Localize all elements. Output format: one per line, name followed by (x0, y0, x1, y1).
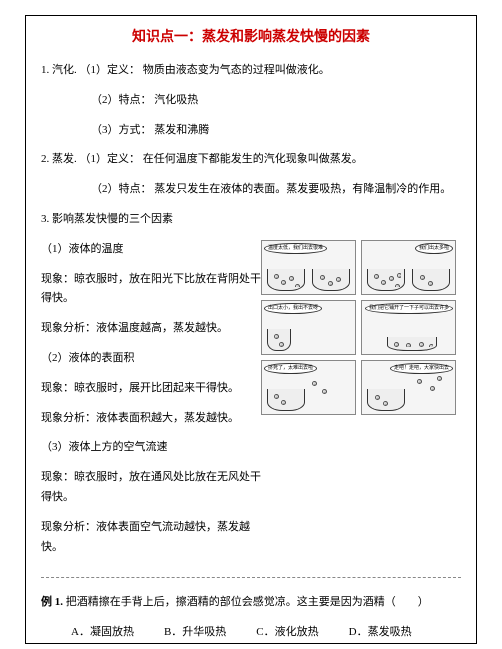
factor-2-label: （2）液体的表面积 (41, 349, 261, 369)
factor-1-label: （1）液体的温度 (41, 240, 261, 260)
speech-bubble: 我们出太多啦 (415, 243, 453, 255)
section-1-line-3: （3）方式： 蒸发和沸腾 (41, 121, 461, 141)
speech-bubble: 挤死了，太难出去啦 (264, 363, 317, 375)
s2-p2-text: 蒸发只发生在液体的表面。蒸发要吸热，有降温制冷的作用。 (154, 183, 451, 195)
section-3-heading: 3. 影响蒸发快慢的三个因素 (41, 210, 461, 230)
s1-heading: 1. 汽化. (41, 64, 77, 76)
s1-p3-text: 蒸发和沸腾 (154, 124, 209, 136)
basin-icon: ☺☺ (367, 389, 405, 411)
factor-2-analysis: 现象分析：液体表面积越大，蒸发越快。 (41, 409, 261, 429)
factor-3-analysis: 现象分析：液体表面空气流动越快，蒸发越快。 (41, 518, 261, 558)
s2-p2-label: （2）特点： (91, 183, 152, 195)
factor-3-label: （3）液体上方的空气流速 (41, 438, 261, 458)
section-2-line-2: （2）特点： 蒸发只发生在液体的表面。蒸发要吸热，有降温制冷的作用。 (41, 180, 461, 200)
divider-line (41, 577, 461, 578)
illustration-2b: 我们把它铺开了一下子可以出去许多 ☺☺ ☺☺ (361, 300, 456, 355)
s1-p3-label: （3）方式： (91, 124, 152, 136)
factor-3-example: 现象：晾衣服时，放在通风处比放在无风处干得快。 (41, 468, 261, 508)
speech-bubble: 温度太低，我们出去很难 (264, 243, 327, 255)
s2-heading: 2. 蒸发. (41, 153, 77, 165)
page-title: 知识点一：蒸发和影响蒸发快慢的因素 (41, 26, 461, 46)
basin-icon: ☺☺ ☺ (312, 269, 350, 291)
s1-p1-label: （1）定义： (80, 64, 141, 76)
s1-p2-label: （2）特点： (91, 94, 152, 106)
illustration-panel: 温度太低，我们出去很难 ☺☺ ☺☺ ☺☺ ☺ (261, 240, 461, 420)
section-1-line-1: 1. 汽化. （1）定义： 物质由液态变为气态的过程叫做液化。 (41, 61, 461, 81)
illustration-1a: 温度太低，我们出去很难 ☺☺ ☺☺ ☺☺ ☺ (261, 240, 356, 295)
s1-p1-text: 物质由液态变为气态的过程叫做液化。 (143, 64, 330, 76)
s1-p2-text: 汽化吸热 (154, 94, 198, 106)
s2-p1-label: （1）定义： (80, 153, 141, 165)
example-1-options: A．凝固放热 B．升华吸热 C．液化放热 D．蒸发吸热 (41, 623, 461, 639)
illustration-2a: 出口太小，我出不去呀 ☺☺ (261, 300, 356, 355)
example-1: 例 1. 把酒精擦在手背上后，擦酒精的部位会感觉凉。这主要是因为酒精（ ） (41, 593, 461, 613)
basin-icon: ☺☺ ☺☺ (267, 269, 305, 291)
s2-p1-text: 在任何温度下都能发生的汽化现象叫做蒸发。 (143, 153, 363, 165)
speech-bubble: 走吧！走吧，大家快出去 (390, 363, 453, 375)
section-1-line-2: （2）特点： 汽化吸热 (41, 91, 461, 111)
basin-icon: ☺☺ (412, 269, 450, 291)
illustration-1b: 我们出太多啦 ☺☺ ☺☺ ☺ ☺☺ (361, 240, 456, 295)
basin-icon: ☺☺ (267, 329, 291, 351)
example-1-text: 把酒精擦在手背上后，擦酒精的部位会感觉凉。这主要是因为酒精（ ） (66, 596, 429, 608)
option-b: B．升华吸热 (164, 623, 226, 639)
factor-1-example: 现象：晾衣服时，放在阳光下比放在背阴处干得快。 (41, 270, 261, 310)
illustration-3a: 挤死了，太难出去啦 ☺☺ ☺ ☺ (261, 360, 356, 415)
option-a: A．凝固放热 (71, 623, 134, 639)
option-c: C．液化放热 (256, 623, 318, 639)
illustration-3b: 走吧！走吧，大家快出去 ☺☺ ☺ ☺ ☺ (361, 360, 456, 415)
factor-1-analysis: 现象分析：液体温度越高，蒸发越快。 (41, 319, 261, 339)
basin-icon: ☺☺ (267, 389, 305, 411)
basin-icon: ☺☺ ☺☺ ☺ (367, 269, 405, 291)
section-2-line-1: 2. 蒸发. （1）定义： 在任何温度下都能发生的汽化现象叫做蒸发。 (41, 150, 461, 170)
option-d: D．蒸发吸热 (349, 623, 412, 639)
example-1-label: 例 1. (41, 596, 63, 608)
factor-2-example: 现象：晾衣服时，展开比团起来干得快。 (41, 379, 261, 399)
speech-bubble: 我们把它铺开了一下子可以出去许多 (365, 303, 453, 315)
basin-icon: ☺☺ ☺☺ (387, 337, 437, 351)
speech-bubble: 出口太小，我出不去呀 (264, 303, 322, 315)
